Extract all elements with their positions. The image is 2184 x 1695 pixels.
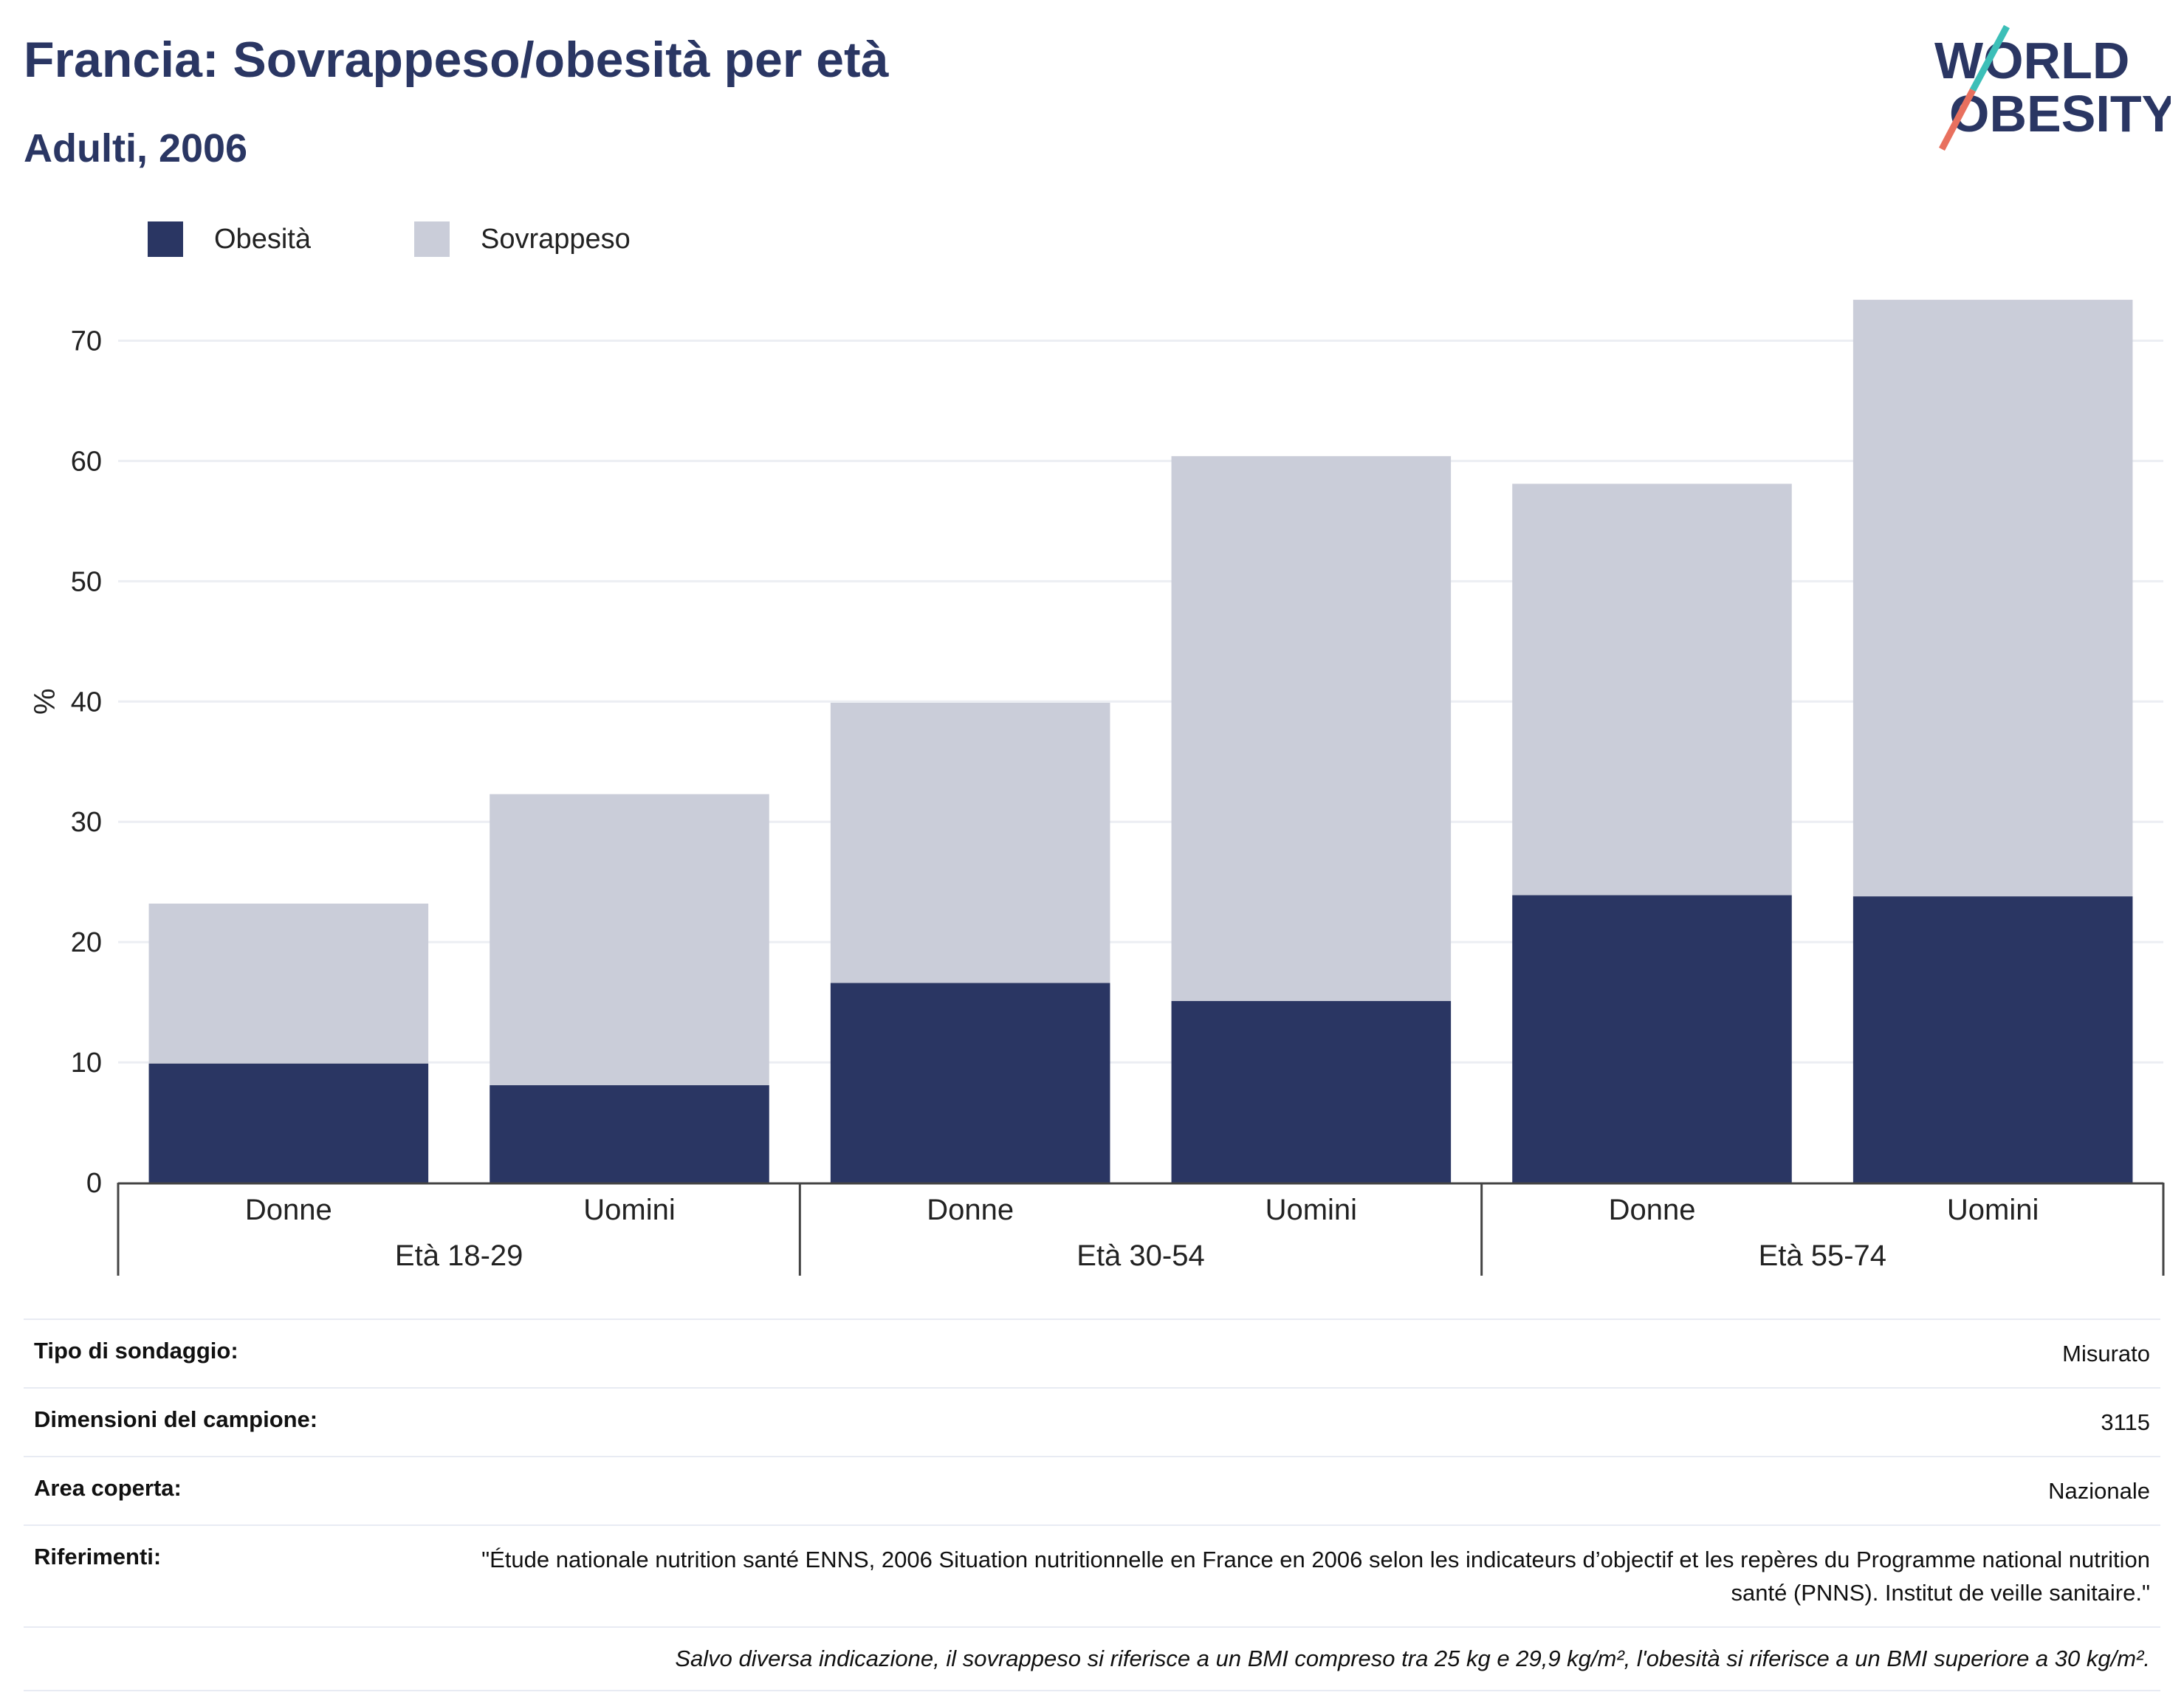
legend-item-overweight: Sovrappeso: [413, 221, 631, 257]
legend-swatch-overweight: [413, 221, 450, 257]
world-obesity-logo: WORLD OBESITY: [1934, 24, 2171, 151]
bar-overweight: [830, 702, 1110, 983]
y-tick-label: 70: [71, 326, 102, 357]
references-value: "Étude nationale nutrition santé ENNS, 2…: [481, 1546, 2150, 1606]
chart-legend: Obesità Sovrappeso: [148, 220, 734, 258]
sample-size-value: 3115: [2101, 1409, 2150, 1435]
y-tick-label: 40: [71, 687, 102, 718]
survey-type-label: Tipo di sondaggio:: [34, 1338, 238, 1364]
sample-size-label: Dimensioni del campione:: [34, 1406, 318, 1432]
group-label: Età 55-74: [1759, 1240, 1886, 1272]
bar-obesity: [1512, 895, 1792, 1183]
legend-label-overweight: Sovrappeso: [480, 223, 631, 255]
bar-overweight: [490, 794, 769, 1086]
x-tick-label: Uomini: [1266, 1194, 1357, 1226]
bar-overweight: [1171, 455, 1452, 1001]
x-tick-label: Donne: [245, 1194, 332, 1226]
y-tick-label: 0: [86, 1168, 102, 1199]
bar-obesity: [148, 1063, 429, 1183]
x-tick-label: Uomini: [583, 1194, 675, 1226]
y-tick-label: 60: [71, 446, 102, 477]
bar-obesity: [1852, 896, 2133, 1183]
area-value: Nazionale: [2048, 1477, 2150, 1504]
y-tick-label: 20: [71, 927, 102, 958]
area-label: Area coperta:: [34, 1474, 182, 1501]
bar-obesity: [830, 983, 1110, 1183]
info-row-references: Riferimenti: "Étude nationale nutrition …: [24, 1524, 2160, 1626]
info-row-area: Area coperta: Nazionale: [24, 1455, 2160, 1524]
bar-overweight: [1512, 484, 1792, 895]
legend-swatch-obesity: [148, 221, 183, 257]
svg-text:WORLD: WORLD: [1934, 32, 2129, 89]
group-label: Età 18-29: [395, 1240, 523, 1272]
info-row-survey-type: Tipo di sondaggio: Misurato: [24, 1318, 2160, 1387]
y-tick-label: 30: [71, 807, 102, 838]
info-table: Tipo di sondaggio: Misurato Dimensioni d…: [24, 1318, 2160, 1691]
x-tick-label: Uomini: [1947, 1194, 2039, 1226]
legend-label-obesity: Obesità: [214, 223, 311, 255]
bmi-note: Salvo diversa indicazione, il sovrappeso…: [24, 1626, 2160, 1691]
chart-title: Francia: Sovrappeso/obesità per età: [24, 32, 889, 88]
svg-text:OBESITY: OBESITY: [1949, 85, 2171, 142]
y-axis-label: %: [29, 688, 61, 715]
survey-type-value: Misurato: [2062, 1341, 2150, 1366]
bar-chart: 0 10 20 30 40 50 60 70% Donne Uomini Donne Uomini Do…: [29, 300, 2165, 1276]
info-row-sample-size: Dimensioni del campione: 3115: [24, 1386, 2160, 1456]
bar-obesity: [490, 1085, 769, 1183]
bar-overweight: [148, 903, 429, 1064]
x-tick-label: Donne: [927, 1194, 1014, 1226]
chart-subtitle: Adulti, 2006: [24, 126, 248, 171]
y-tick-label: 50: [71, 566, 102, 597]
group-label: Età 30-54: [1076, 1240, 1204, 1272]
x-tick-label: Donne: [1609, 1194, 1696, 1226]
references-label: Riferimenti:: [34, 1543, 162, 1569]
y-tick-label: 10: [71, 1048, 102, 1079]
bar-overweight: [1852, 300, 2133, 897]
bar-obesity: [1171, 1000, 1452, 1183]
legend-item-obesity: Obesità: [148, 221, 311, 257]
